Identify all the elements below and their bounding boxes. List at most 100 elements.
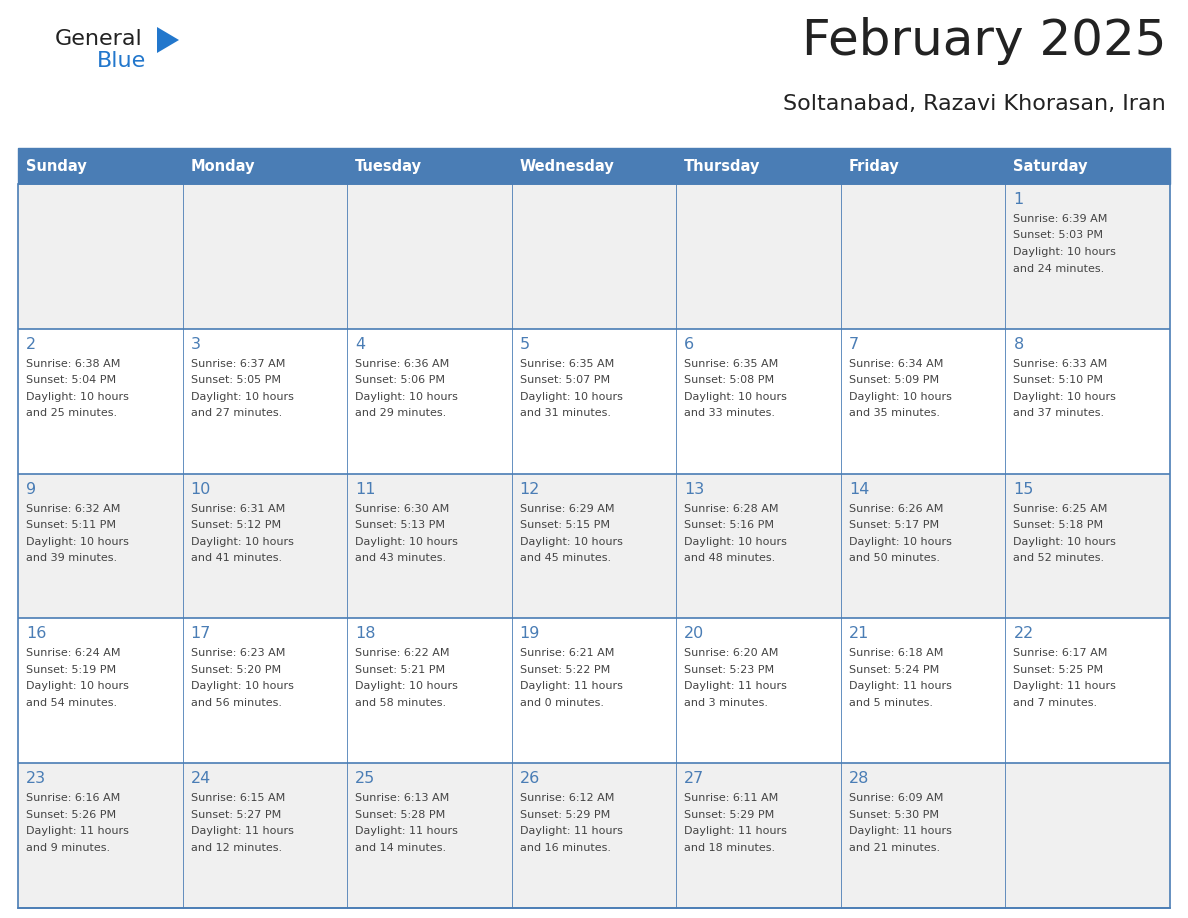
Text: Sunrise: 6:22 AM: Sunrise: 6:22 AM xyxy=(355,648,449,658)
Text: and 18 minutes.: and 18 minutes. xyxy=(684,843,776,853)
Text: Sunset: 5:05 PM: Sunset: 5:05 PM xyxy=(190,375,280,386)
Text: 20: 20 xyxy=(684,626,704,642)
Text: Sunset: 5:24 PM: Sunset: 5:24 PM xyxy=(849,665,939,675)
Bar xyxy=(18,474,1170,619)
Text: Sunrise: 6:34 AM: Sunrise: 6:34 AM xyxy=(849,359,943,369)
Text: Daylight: 10 hours: Daylight: 10 hours xyxy=(190,392,293,402)
Text: Sunset: 5:03 PM: Sunset: 5:03 PM xyxy=(1013,230,1104,241)
Text: Daylight: 10 hours: Daylight: 10 hours xyxy=(26,537,128,546)
Text: 25: 25 xyxy=(355,771,375,786)
Text: 12: 12 xyxy=(519,482,541,497)
Text: and 43 minutes.: and 43 minutes. xyxy=(355,554,447,563)
Text: General: General xyxy=(55,29,143,49)
Text: Daylight: 10 hours: Daylight: 10 hours xyxy=(684,537,788,546)
Text: Sunset: 5:06 PM: Sunset: 5:06 PM xyxy=(355,375,446,386)
Text: Sunrise: 6:23 AM: Sunrise: 6:23 AM xyxy=(190,648,285,658)
Text: Sunday: Sunday xyxy=(26,159,87,174)
Text: 17: 17 xyxy=(190,626,211,642)
Text: Sunset: 5:19 PM: Sunset: 5:19 PM xyxy=(26,665,116,675)
Text: Sunset: 5:10 PM: Sunset: 5:10 PM xyxy=(1013,375,1104,386)
Text: Sunrise: 6:18 AM: Sunrise: 6:18 AM xyxy=(849,648,943,658)
Bar xyxy=(18,148,1170,184)
Text: and 3 minutes.: and 3 minutes. xyxy=(684,698,769,708)
Text: Sunrise: 6:37 AM: Sunrise: 6:37 AM xyxy=(190,359,285,369)
Text: Daylight: 10 hours: Daylight: 10 hours xyxy=(26,681,128,691)
Text: 2: 2 xyxy=(26,337,36,352)
Text: Daylight: 10 hours: Daylight: 10 hours xyxy=(849,537,952,546)
Text: Sunset: 5:13 PM: Sunset: 5:13 PM xyxy=(355,521,446,530)
Text: 14: 14 xyxy=(849,482,870,497)
Bar xyxy=(1005,148,1170,184)
Text: Sunrise: 6:26 AM: Sunrise: 6:26 AM xyxy=(849,504,943,513)
Text: 28: 28 xyxy=(849,771,870,786)
Text: 4: 4 xyxy=(355,337,365,352)
Text: 5: 5 xyxy=(519,337,530,352)
Bar xyxy=(18,329,1170,474)
Text: 1: 1 xyxy=(1013,192,1024,207)
Text: and 56 minutes.: and 56 minutes. xyxy=(190,698,282,708)
Text: Sunrise: 6:35 AM: Sunrise: 6:35 AM xyxy=(684,359,778,369)
Text: Sunset: 5:04 PM: Sunset: 5:04 PM xyxy=(26,375,116,386)
Text: Daylight: 10 hours: Daylight: 10 hours xyxy=(190,681,293,691)
Text: Sunrise: 6:12 AM: Sunrise: 6:12 AM xyxy=(519,793,614,803)
Text: Sunrise: 6:21 AM: Sunrise: 6:21 AM xyxy=(519,648,614,658)
Text: Sunrise: 6:31 AM: Sunrise: 6:31 AM xyxy=(190,504,285,513)
Text: Sunset: 5:29 PM: Sunset: 5:29 PM xyxy=(684,810,775,820)
Text: 7: 7 xyxy=(849,337,859,352)
Text: Sunset: 5:30 PM: Sunset: 5:30 PM xyxy=(849,810,939,820)
Text: Sunset: 5:22 PM: Sunset: 5:22 PM xyxy=(519,665,609,675)
Text: Sunset: 5:11 PM: Sunset: 5:11 PM xyxy=(26,521,116,530)
Text: and 35 minutes.: and 35 minutes. xyxy=(849,409,940,419)
Text: Sunrise: 6:38 AM: Sunrise: 6:38 AM xyxy=(26,359,120,369)
Text: Daylight: 10 hours: Daylight: 10 hours xyxy=(1013,247,1117,257)
Text: Sunrise: 6:13 AM: Sunrise: 6:13 AM xyxy=(355,793,449,803)
Text: February 2025: February 2025 xyxy=(802,17,1165,65)
Text: and 21 minutes.: and 21 minutes. xyxy=(849,843,940,853)
Text: Sunrise: 6:11 AM: Sunrise: 6:11 AM xyxy=(684,793,778,803)
Text: Sunrise: 6:16 AM: Sunrise: 6:16 AM xyxy=(26,793,120,803)
Text: Tuesday: Tuesday xyxy=(355,159,422,174)
Text: Sunrise: 6:28 AM: Sunrise: 6:28 AM xyxy=(684,504,779,513)
Bar xyxy=(18,763,1170,908)
Text: Sunrise: 6:15 AM: Sunrise: 6:15 AM xyxy=(190,793,285,803)
Text: and 58 minutes.: and 58 minutes. xyxy=(355,698,447,708)
Text: Daylight: 10 hours: Daylight: 10 hours xyxy=(355,681,459,691)
Text: Daylight: 10 hours: Daylight: 10 hours xyxy=(519,392,623,402)
Text: Daylight: 10 hours: Daylight: 10 hours xyxy=(849,392,952,402)
Text: Sunset: 5:29 PM: Sunset: 5:29 PM xyxy=(519,810,609,820)
Text: Soltanabad, Razavi Khorasan, Iran: Soltanabad, Razavi Khorasan, Iran xyxy=(783,94,1165,114)
Text: Sunset: 5:16 PM: Sunset: 5:16 PM xyxy=(684,521,775,530)
Text: Sunrise: 6:17 AM: Sunrise: 6:17 AM xyxy=(1013,648,1107,658)
Text: 23: 23 xyxy=(26,771,46,786)
Text: Daylight: 11 hours: Daylight: 11 hours xyxy=(519,681,623,691)
Text: and 0 minutes.: and 0 minutes. xyxy=(519,698,604,708)
Text: and 33 minutes.: and 33 minutes. xyxy=(684,409,776,419)
Bar xyxy=(841,148,1005,184)
Text: Sunrise: 6:20 AM: Sunrise: 6:20 AM xyxy=(684,648,778,658)
Bar xyxy=(676,148,841,184)
Text: Sunset: 5:27 PM: Sunset: 5:27 PM xyxy=(190,810,280,820)
Text: and 12 minutes.: and 12 minutes. xyxy=(190,843,282,853)
Text: Blue: Blue xyxy=(97,51,146,71)
Bar xyxy=(183,148,347,184)
Text: 27: 27 xyxy=(684,771,704,786)
Text: Sunset: 5:08 PM: Sunset: 5:08 PM xyxy=(684,375,775,386)
Polygon shape xyxy=(157,27,179,53)
Text: 22: 22 xyxy=(1013,626,1034,642)
Text: Sunrise: 6:24 AM: Sunrise: 6:24 AM xyxy=(26,648,120,658)
Text: Daylight: 11 hours: Daylight: 11 hours xyxy=(684,826,788,836)
Text: Sunset: 5:17 PM: Sunset: 5:17 PM xyxy=(849,521,939,530)
Text: Daylight: 11 hours: Daylight: 11 hours xyxy=(519,826,623,836)
Text: and 25 minutes.: and 25 minutes. xyxy=(26,409,118,419)
Text: and 31 minutes.: and 31 minutes. xyxy=(519,409,611,419)
Text: Daylight: 10 hours: Daylight: 10 hours xyxy=(684,392,788,402)
Text: Sunset: 5:21 PM: Sunset: 5:21 PM xyxy=(355,665,446,675)
Text: Daylight: 10 hours: Daylight: 10 hours xyxy=(1013,392,1117,402)
Text: and 9 minutes.: and 9 minutes. xyxy=(26,843,110,853)
Text: and 7 minutes.: and 7 minutes. xyxy=(1013,698,1098,708)
Bar xyxy=(18,619,1170,763)
Text: Sunset: 5:15 PM: Sunset: 5:15 PM xyxy=(519,521,609,530)
Text: 3: 3 xyxy=(190,337,201,352)
Text: Sunset: 5:23 PM: Sunset: 5:23 PM xyxy=(684,665,775,675)
Text: and 52 minutes.: and 52 minutes. xyxy=(1013,554,1105,563)
